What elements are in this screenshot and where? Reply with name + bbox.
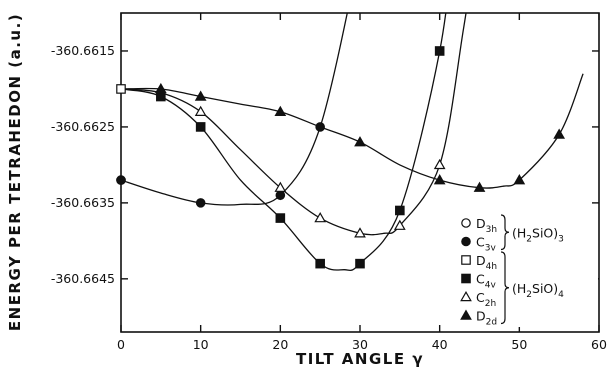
legend-marker-C3v (461, 236, 471, 247)
point-C4v (395, 205, 405, 216)
y-tick-label: -360.6625 (51, 119, 115, 134)
point-C4v (434, 46, 445, 56)
x-tick-label: 0 (117, 337, 125, 352)
legend-marker-D2d (460, 309, 472, 320)
point-C3v (195, 198, 206, 208)
point-D4h (116, 84, 126, 94)
point-D2d (154, 82, 167, 94)
legend-label-D4h: D4h (476, 253, 497, 272)
legend-marker-D3h (461, 218, 471, 228)
x-tick-label: 10 (193, 337, 209, 352)
y-tick-label: -360.6645 (51, 271, 115, 286)
point-C2h (314, 212, 327, 223)
point-C4v (275, 213, 286, 223)
point-D2d (513, 174, 526, 185)
x-tick-label: 50 (511, 337, 527, 352)
legend-background (458, 210, 598, 327)
legend-label-D3h: D3h (476, 216, 497, 235)
curve-D2d (121, 73, 584, 189)
point-C2h (354, 227, 366, 238)
legend-group-trimer: (H2SiO)3 (512, 225, 564, 244)
y-axis-title: ENERGY PER TETRAHEDON (a.u.) (6, 13, 24, 331)
legend-label-C4v: C4v (476, 272, 496, 291)
point-C4v (315, 258, 325, 269)
legend-marker-D4h (461, 255, 471, 265)
legend-label-D2d: D2d (476, 309, 497, 328)
x-tick-label: 20 (272, 337, 288, 352)
point-D2d (433, 174, 446, 185)
x-tick-label: 30 (352, 337, 368, 352)
x-axis-title: TILT ANGLE γ (296, 350, 424, 368)
legend-label-C2h: C2h (476, 290, 496, 309)
point-D2d (473, 181, 486, 192)
point-C4v (195, 122, 206, 132)
axis-ticks: 0 10 20 30 40 50 60 -360.6615 -360.6625 -360.6635… (51, 13, 607, 352)
legend-group-tetramer: (H2SiO)4 (512, 281, 564, 300)
y-tick-label: -360.6615 (51, 43, 115, 58)
legend-marker-C2h (460, 290, 472, 302)
point-C4v (355, 258, 365, 269)
curve-C3v (121, 13, 348, 206)
point-D2d (553, 128, 566, 139)
point-D2d (274, 105, 287, 116)
point-C3v (275, 190, 286, 201)
point-D2d (194, 90, 207, 101)
legend-label-C3v: C3v (476, 235, 496, 254)
x-tick-label: 60 (591, 337, 607, 352)
point-C4v (156, 91, 166, 102)
legend-brace-tetramer (500, 251, 510, 325)
point-C3v (315, 122, 325, 132)
legend-marker-C4v (461, 273, 471, 284)
data-points (116, 46, 566, 269)
x-tick-label: 40 (432, 337, 448, 352)
legend-brace-trimer (500, 214, 510, 251)
point-C2h (433, 158, 446, 170)
point-C2h (274, 181, 287, 192)
point-C2h (393, 219, 406, 230)
y-tick-label: -360.6635 (51, 195, 115, 210)
point-D2d (354, 136, 366, 147)
point-C2h (194, 105, 207, 116)
point-C3v (116, 175, 126, 185)
